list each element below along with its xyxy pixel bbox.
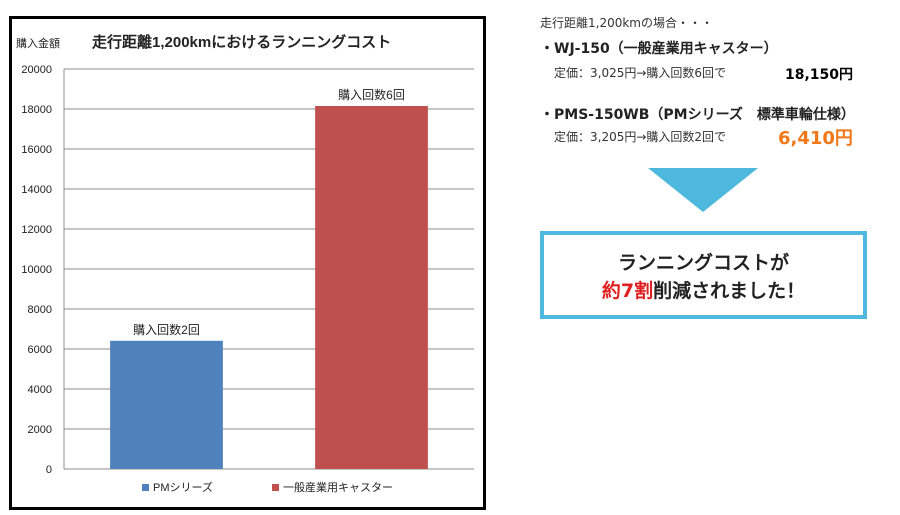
down-arrow-icon bbox=[648, 168, 758, 212]
y-tick-label: 6000 bbox=[28, 344, 52, 356]
legend-label: 一般産業用キャスター bbox=[283, 481, 393, 494]
y-tick-label: 4000 bbox=[28, 384, 52, 396]
y-tick-label: 2000 bbox=[28, 424, 52, 436]
y-tick-label: 8000 bbox=[28, 304, 52, 316]
result-rest: 削減されました！ bbox=[653, 280, 806, 302]
bar-chart: 購入金額 走行距離1,200kmにおけるランニングコスト 0 2000 4000 60… bbox=[16, 33, 474, 494]
result-accent: 約7割 bbox=[601, 280, 654, 302]
bar-data-label: 購入回数6回 bbox=[338, 87, 405, 102]
result-line-2: 約7割削減されました！ bbox=[544, 277, 863, 305]
item-total-pms150wb: 6,410円 bbox=[778, 128, 853, 149]
bar-general-caster bbox=[315, 106, 428, 469]
summary-panel: 走行距離1,200kmの場合・・・ ・WJ-150（一般産業用キャスター） 定価… bbox=[540, 0, 900, 515]
result-box: ランニングコストが 約7割削減されました！ bbox=[540, 231, 867, 319]
y-tick-label: 18000 bbox=[21, 104, 52, 116]
item-title-wj150: ・WJ-150（一般産業用キャスター） bbox=[540, 41, 778, 57]
bar-pm-series bbox=[110, 340, 223, 469]
y-tick-label: 16000 bbox=[21, 144, 52, 156]
item-detail-wj150: 定価：3,025円→購入回数6回で bbox=[554, 66, 727, 80]
item-total-wj150: 18,150円 bbox=[785, 67, 854, 83]
bar-data-label: 購入回数2回 bbox=[133, 322, 200, 337]
y-axis-label: 購入金額 bbox=[16, 36, 60, 50]
item-detail-pms150wb: 定価：3,205円→購入回数2回で bbox=[554, 130, 727, 144]
y-tick-label: 10000 bbox=[21, 264, 52, 276]
item-title-pms150wb: ・PMS-150WB（PMシリーズ 標準車輪仕様） bbox=[540, 107, 855, 123]
chart-title: 走行距離1,200kmにおけるランニングコスト bbox=[92, 33, 391, 51]
y-tick-label: 14000 bbox=[21, 184, 52, 196]
intro-text: 走行距離1,200kmの場合・・・ bbox=[540, 16, 713, 30]
legend-label: PMシリーズ bbox=[153, 480, 213, 494]
legend-swatch bbox=[142, 484, 149, 491]
y-tick-label: 0 bbox=[46, 464, 52, 476]
y-tick-label: 12000 bbox=[21, 224, 52, 236]
y-tick-label: 20000 bbox=[21, 64, 52, 76]
legend-swatch bbox=[272, 484, 279, 491]
chart-frame: 購入金額 走行距離1,200kmにおけるランニングコスト 0 2000 4000 60… bbox=[9, 16, 486, 510]
result-line-1: ランニングコストが bbox=[617, 252, 789, 274]
